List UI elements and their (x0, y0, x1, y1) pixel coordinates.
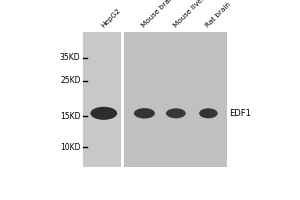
Ellipse shape (199, 108, 218, 118)
Text: Rat brain: Rat brain (204, 1, 232, 29)
Text: HepG2: HepG2 (100, 7, 122, 29)
Ellipse shape (166, 108, 186, 118)
Ellipse shape (90, 107, 117, 120)
Ellipse shape (134, 108, 155, 119)
Text: 10KD: 10KD (60, 143, 80, 152)
Bar (83, 32, 122, 167)
Text: 35KD: 35KD (60, 53, 80, 62)
Text: Mouse brain: Mouse brain (140, 0, 176, 29)
Text: Mouse liver: Mouse liver (173, 0, 206, 29)
Text: 15KD: 15KD (60, 112, 80, 121)
Text: 25KD: 25KD (60, 76, 80, 85)
Bar (122, 32, 227, 167)
Text: EDF1: EDF1 (229, 109, 251, 118)
